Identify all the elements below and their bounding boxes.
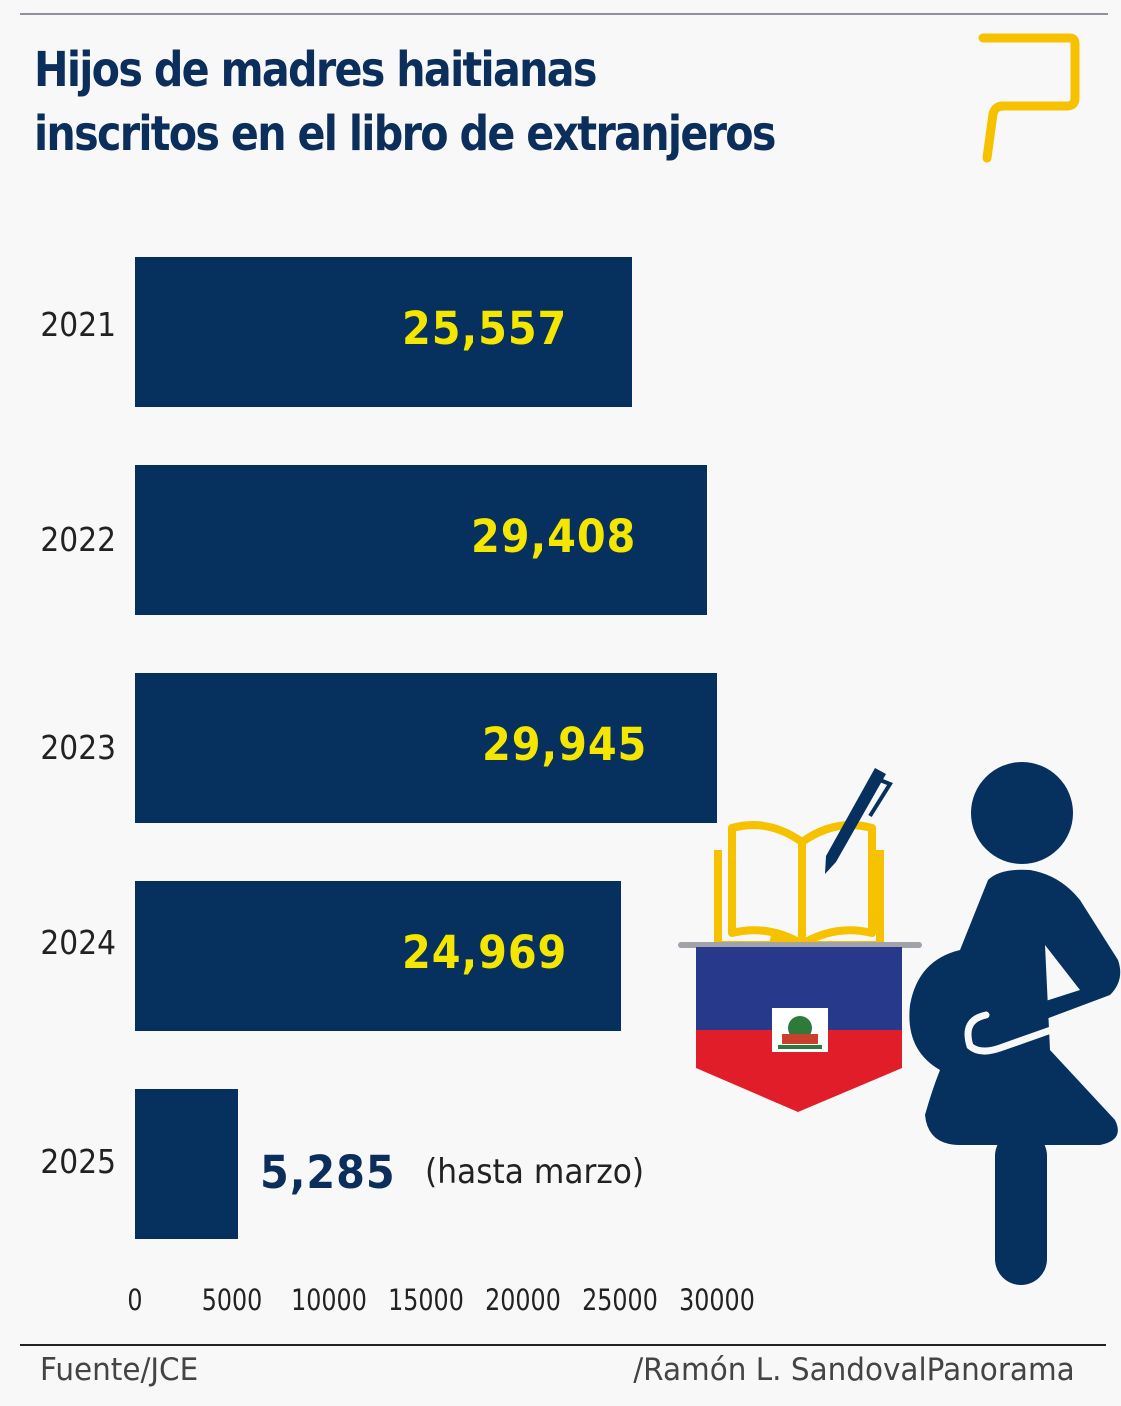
bar-value-2023: 29,945 (482, 718, 648, 771)
y-label-2025: 2025 (40, 1142, 116, 1181)
panorama-logo-icon (978, 33, 1080, 163)
haiti-flag-pennant-icon (678, 942, 922, 1112)
bar-2024 (135, 881, 621, 1031)
x-tick-5000: 5000 (201, 1283, 263, 1317)
bar-note-2025: (hasta marzo) (425, 1152, 645, 1192)
x-tick-15000: 15000 (388, 1283, 464, 1317)
x-tick-20000: 20000 (485, 1283, 561, 1317)
y-label-2021: 2021 (40, 305, 116, 344)
y-label-2024: 2024 (40, 923, 116, 962)
bar-2021 (135, 257, 632, 407)
bar-2022 (135, 465, 707, 615)
bar-value-2022: 29,408 (471, 510, 637, 563)
x-tick-30000: 30000 (679, 1283, 755, 1317)
bar-value-2024: 24,969 (402, 926, 568, 979)
chart-title: Hijos de madres haitianas inscritos en e… (34, 38, 776, 166)
pen-icon (825, 768, 893, 874)
y-label-2023: 2023 (40, 728, 116, 767)
bar-2025 (135, 1089, 238, 1239)
credit-label: /Ramón L. SandovalPanorama (633, 1352, 1075, 1388)
bar-2023 (135, 673, 717, 823)
pregnant-woman-icon (909, 762, 1121, 1285)
x-tick-10000: 10000 (291, 1283, 367, 1317)
bottom-divider (20, 1344, 1106, 1346)
source-label: Fuente/JCE (40, 1352, 199, 1388)
bar-value-2025: 5,285 (260, 1146, 396, 1199)
y-label-2022: 2022 (40, 520, 116, 559)
title-line-1: Hijos de madres haitianas (34, 42, 597, 98)
bar-value-2021: 25,557 (402, 302, 568, 355)
open-book-icon (714, 821, 884, 949)
x-tick-25000: 25000 (582, 1283, 658, 1317)
title-line-2: inscritos en el libro de extranjeros (34, 106, 776, 162)
illustration (678, 762, 1121, 1285)
x-tick-0: 0 (127, 1283, 143, 1317)
top-divider (20, 13, 1108, 15)
